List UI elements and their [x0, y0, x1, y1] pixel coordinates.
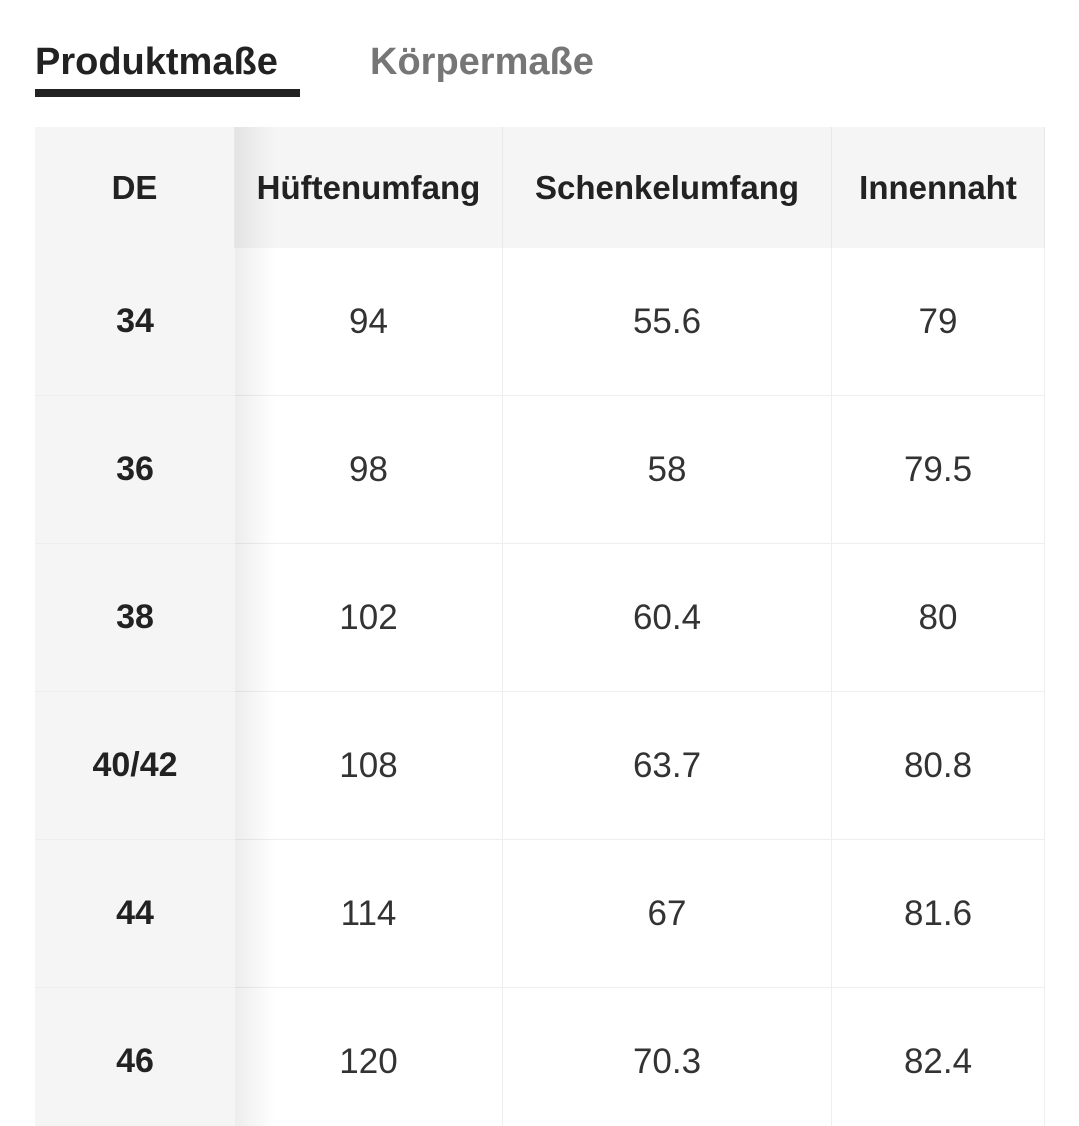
- measurement: 114: [235, 840, 503, 988]
- column-header: Schenkelumfang: [503, 127, 832, 248]
- size-label: 44: [35, 840, 235, 988]
- size-label: 36: [35, 396, 235, 544]
- size-table: DE Hüftenumfang Schenkelumfang Innennaht 34 9…: [35, 127, 1045, 1126]
- measurement: 94: [235, 248, 503, 396]
- size-label: 38: [35, 544, 235, 692]
- size-label: 46: [35, 988, 235, 1126]
- measurement: 98: [235, 396, 503, 544]
- tab[interactable]: Körpermaße: [370, 41, 594, 83]
- measurement: 102: [235, 544, 503, 692]
- tab-underline: [35, 89, 300, 97]
- measurement: 55.6: [503, 248, 832, 396]
- column-header: Hüftenumfang: [235, 127, 503, 248]
- measurement: 79: [832, 248, 1045, 396]
- measurement: 58: [503, 396, 832, 544]
- measurement: 60.4: [503, 544, 832, 692]
- measurement: 63.7: [503, 692, 832, 840]
- measurement: 80: [832, 544, 1045, 692]
- size-label: 40/42: [35, 692, 235, 840]
- measurement: 120: [235, 988, 503, 1126]
- tab[interactable]: Produktmaße: [35, 41, 278, 83]
- measurement: 108: [235, 692, 503, 840]
- measurement: 80.8: [832, 692, 1045, 840]
- size-label: 34: [35, 248, 235, 396]
- measurement: 79.5: [832, 396, 1045, 544]
- measurement: 70.3: [503, 988, 832, 1126]
- measurement: 67: [503, 840, 832, 988]
- measurement: 81.6: [832, 840, 1045, 988]
- measurement: 82.4: [832, 988, 1045, 1126]
- column-header: Innennaht: [832, 127, 1045, 248]
- column-header: DE: [35, 127, 235, 248]
